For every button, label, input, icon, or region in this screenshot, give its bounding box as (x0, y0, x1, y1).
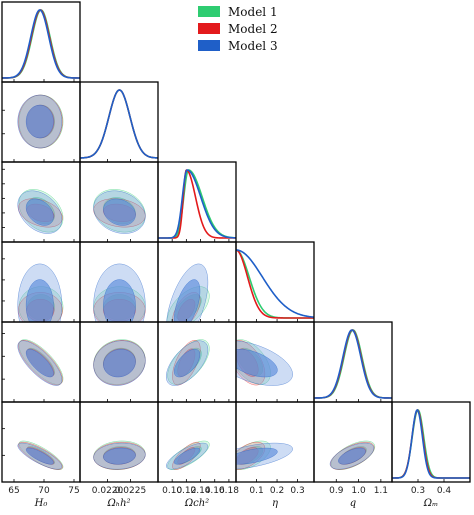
contour-1sigma-och2-obh2-model-3 (103, 198, 136, 226)
contour-1sigma-eta-H0-model-3 (25, 279, 54, 322)
tick-label-och2: 0.12 (176, 486, 196, 496)
contour-1sigma-om-och2-model-3 (173, 447, 201, 465)
marginal-H0-model-2 (2, 9, 80, 79)
marginal-om-model-2 (392, 409, 470, 479)
panel-eta-H0 (17, 263, 64, 322)
panel-q-q (314, 329, 392, 399)
marginal-H0-model-1 (2, 9, 80, 79)
axis-label-q: q (350, 498, 356, 509)
contour-1sigma-q-eta-model-3 (236, 348, 278, 378)
panel-obh2-H0 (17, 94, 64, 149)
panel-om-eta (236, 440, 293, 470)
panel-eta-och2 (166, 263, 210, 322)
marginal-q-model-2 (314, 329, 392, 399)
contour-1sigma-om-eta-model-3 (236, 447, 278, 465)
panel-frame-om-H0 (1, 401, 81, 483)
tick-label-och2: 0.10 (162, 486, 182, 496)
panel-eta-obh2 (93, 263, 146, 322)
axis-label-H0: H₀ (34, 498, 48, 509)
tick-label-och2: 0.18 (219, 486, 239, 496)
panel-q-eta (236, 339, 293, 386)
legend-swatch-2 (198, 23, 220, 34)
axis-label-och2: Ωᴄh² (184, 498, 209, 509)
contour-1sigma-om-q-model-3 (338, 447, 366, 465)
tick-label-q: 1.1 (374, 486, 388, 496)
tick-label-och2: 0.16 (205, 486, 225, 496)
marginal-och2-model-3 (158, 169, 236, 239)
marginal-q-model-3 (314, 329, 392, 399)
panel-och2-och2 (158, 169, 236, 239)
panel-om-q (329, 440, 376, 470)
marginal-eta-model-2 (236, 249, 314, 319)
panel-om-om (392, 409, 470, 479)
legend-label-3: Model 3 (228, 39, 278, 53)
tick-label-eta: 0.3 (290, 486, 304, 496)
tick-label-q: 1.0 (351, 486, 366, 496)
marginal-obh2-model-2 (80, 89, 158, 159)
contour-1sigma-eta-obh2-model-3 (103, 279, 136, 322)
legend-label-2: Model 2 (228, 22, 278, 36)
contour-1sigma-eta-och2-model-3 (173, 279, 201, 322)
marginal-q-model-1 (314, 329, 392, 399)
panel-om-obh2 (93, 440, 146, 470)
panel-frame-q-q (313, 321, 393, 403)
marginal-om-model-3 (392, 409, 470, 479)
panel-H0-H0 (2, 9, 80, 79)
tick-label-obh2: 0.0225 (115, 486, 147, 496)
panel-och2-H0 (17, 189, 64, 234)
axis-label-obh2: Ωₕh² (106, 498, 130, 509)
panel-om-H0 (17, 440, 64, 470)
panel-frame-eta-eta (235, 241, 315, 323)
panel-eta-eta (236, 249, 314, 319)
panel-frame-H0-H0 (1, 1, 81, 83)
tick-label-H0: 70 (38, 486, 50, 496)
panel-om-och2 (165, 440, 210, 470)
contour-1sigma-obh2-H0-model-3 (25, 104, 54, 139)
marginal-obh2-model-1 (80, 89, 158, 159)
panel-frame-obh2-obh2 (79, 81, 159, 163)
contour-1sigma-om-obh2-model-3 (103, 447, 136, 465)
panel-q-H0 (17, 339, 64, 386)
tick-label-eta: 0.2 (270, 486, 284, 496)
panel-frame-om-om (391, 401, 471, 483)
panel-obh2-obh2 (80, 89, 158, 159)
axis-label-om: Ωₘ (423, 498, 438, 509)
marginal-eta-model-1 (236, 249, 314, 319)
tick-label-q: 0.9 (329, 486, 344, 496)
marginal-H0-model-3 (2, 9, 80, 79)
panel-frame-om-q (313, 401, 393, 483)
legend-swatch-3 (198, 40, 220, 51)
panel-frame-om-eta (235, 401, 315, 483)
tick-label-H0: 65 (8, 486, 19, 496)
legend-swatch-1 (198, 6, 220, 17)
contour-1sigma-q-och2-model-3 (173, 349, 201, 378)
panel-och2-obh2 (93, 189, 146, 234)
tick-label-om: 0.3 (411, 486, 425, 496)
legend: Model 1 Model 2 Model 3 (198, 5, 278, 53)
contour-1sigma-q-H0-model-3 (25, 348, 54, 378)
marginal-om-model-1 (392, 409, 470, 479)
tick-label-obh2: 0.0220 (92, 486, 124, 496)
contour-1sigma-q-obh2-model-3 (103, 348, 136, 378)
tick-label-eta: 0.1 (249, 486, 263, 496)
contour-1sigma-om-H0-model-3 (25, 447, 54, 465)
tick-label-om: 0.4 (437, 486, 452, 496)
axis-label-eta: η (272, 498, 278, 509)
legend-label-1: Model 1 (228, 5, 278, 19)
marginal-eta-model-3 (236, 249, 314, 318)
tick-label-H0: 75 (68, 486, 79, 496)
panel-q-obh2 (93, 339, 146, 386)
contour-1sigma-och2-H0-model-3 (25, 198, 54, 226)
marginal-obh2-model-3 (80, 89, 158, 159)
panel-q-och2 (165, 339, 210, 386)
tick-label-och2: 0.14 (191, 486, 211, 496)
